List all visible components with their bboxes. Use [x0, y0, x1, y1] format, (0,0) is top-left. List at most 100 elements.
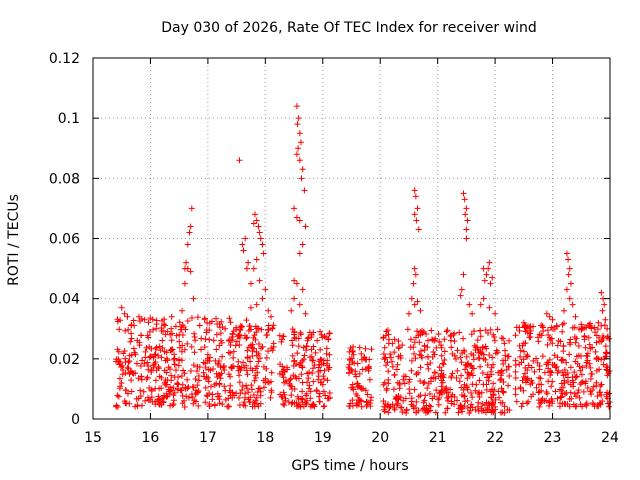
data-point: [171, 355, 178, 362]
data-point: [380, 350, 387, 357]
data-point: [444, 327, 451, 334]
data-point: [389, 340, 396, 347]
data-point: [439, 387, 446, 394]
data-point: [414, 298, 421, 305]
data-point: [308, 334, 315, 341]
data-point: [149, 316, 156, 323]
data-point: [305, 375, 312, 382]
data-point: [497, 372, 504, 379]
data-point: [239, 241, 246, 248]
data-point: [317, 328, 324, 335]
data-point: [253, 301, 260, 308]
x-tick-label: 19: [314, 430, 332, 446]
data-point: [571, 324, 578, 331]
data-point: [427, 378, 434, 385]
data-point: [480, 407, 487, 414]
data-point: [351, 360, 358, 367]
data-point: [388, 358, 395, 365]
x-tick-label: 22: [486, 430, 504, 446]
data-point: [203, 373, 210, 380]
data-point: [543, 361, 550, 368]
data-point: [598, 322, 605, 329]
data-point: [464, 375, 471, 382]
data-point: [247, 304, 254, 311]
data-point: [421, 406, 428, 413]
data-point: [602, 343, 609, 350]
data-point: [599, 307, 606, 314]
data-point: [596, 366, 603, 373]
data-point: [366, 356, 373, 363]
data-point: [287, 375, 294, 382]
data-point: [171, 361, 178, 368]
data-point: [244, 347, 251, 354]
data-point: [118, 363, 125, 370]
data-point: [243, 367, 250, 374]
data-point: [458, 392, 465, 399]
data-point: [284, 364, 291, 371]
data-point: [433, 344, 440, 351]
data-point: [227, 341, 234, 348]
data-point: [585, 334, 592, 341]
data-point: [202, 399, 209, 406]
data-point: [512, 391, 519, 398]
data-point: [211, 401, 218, 408]
x-tick-label: 16: [142, 430, 160, 446]
data-point: [243, 317, 250, 324]
data-point: [184, 376, 191, 383]
data-point: [546, 356, 553, 363]
data-point: [294, 121, 301, 128]
data-point: [454, 397, 461, 404]
data-point: [444, 397, 451, 404]
data-point: [572, 358, 579, 365]
data-point: [362, 345, 369, 352]
data-point: [267, 394, 274, 401]
data-point: [584, 357, 591, 364]
data-point: [389, 363, 396, 370]
data-point: [433, 387, 440, 394]
data-point: [358, 350, 365, 357]
data-point: [268, 313, 275, 320]
data-point: [138, 373, 145, 380]
data-point: [513, 324, 520, 331]
data-point: [276, 370, 283, 377]
data-point: [250, 392, 257, 399]
data-point: [512, 374, 519, 381]
data-point: [299, 166, 306, 173]
data-point: [217, 375, 224, 382]
data-point: [245, 389, 252, 396]
data-point: [239, 383, 246, 390]
data-point: [458, 359, 465, 366]
data-point: [326, 330, 333, 337]
data-point: [415, 369, 422, 376]
data-point: [228, 364, 235, 371]
data-point: [516, 342, 523, 349]
data-point: [251, 332, 258, 339]
data-point: [472, 406, 479, 413]
data-point: [593, 332, 600, 339]
data-point: [383, 362, 390, 369]
data-point: [447, 337, 454, 344]
x-tick-label: 21: [429, 430, 447, 446]
data-point: [161, 367, 168, 374]
data-point: [293, 400, 300, 407]
data-point: [191, 349, 198, 356]
data-point: [436, 364, 443, 371]
data-point: [417, 307, 424, 314]
data-point: [133, 360, 140, 367]
data-point: [298, 331, 305, 338]
data-point: [364, 401, 371, 408]
data-point: [440, 374, 447, 381]
data-point: [226, 336, 233, 343]
data-point: [364, 391, 371, 398]
data-point: [415, 393, 422, 400]
data-point: [198, 346, 205, 353]
data-point: [448, 332, 455, 339]
data-point: [140, 388, 147, 395]
data-point: [483, 399, 490, 406]
data-point: [221, 383, 228, 390]
data-point: [139, 357, 146, 364]
data-point: [144, 332, 151, 339]
data-point: [243, 385, 250, 392]
data-point: [202, 336, 209, 343]
data-point: [262, 375, 269, 382]
